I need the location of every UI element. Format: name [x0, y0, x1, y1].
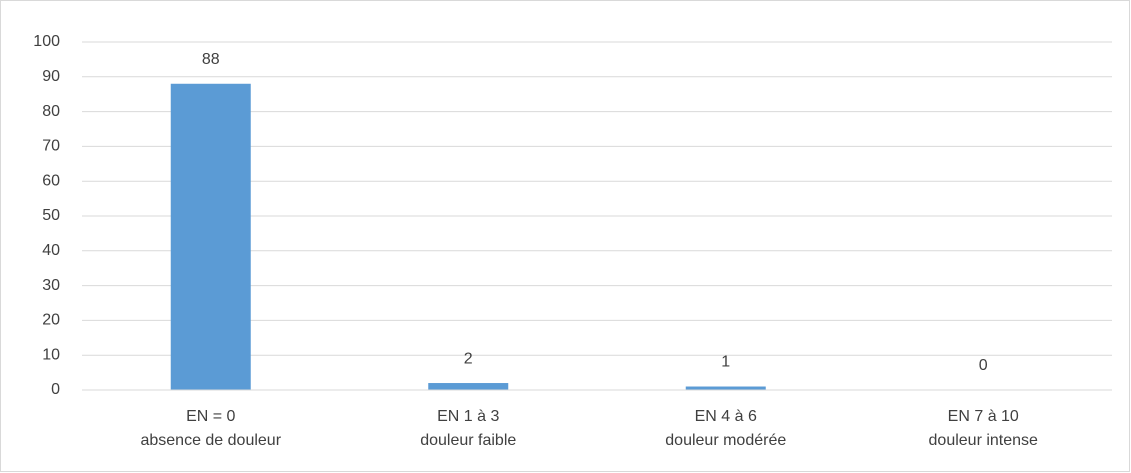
x-tick-label: EN 1 à 3	[437, 408, 499, 425]
y-tick-label: 30	[42, 277, 60, 294]
bar	[428, 383, 509, 390]
y-tick-label: 90	[42, 68, 60, 85]
x-tick-label: absence de douleur	[140, 432, 281, 449]
y-tick-label: 100	[33, 33, 60, 50]
y-tick-label: 20	[42, 312, 60, 329]
x-tick-label: EN 7 à 10	[948, 408, 1019, 425]
y-tick-label: 10	[42, 346, 60, 363]
bar	[685, 386, 766, 390]
x-tick-label: douleur faible	[420, 432, 516, 449]
data-label: 0	[979, 357, 988, 374]
x-tick-label: douleur modérée	[665, 432, 786, 449]
data-label: 1	[721, 354, 730, 371]
y-tick-label: 40	[42, 242, 60, 259]
data-label: 2	[464, 350, 473, 367]
y-tick-label: 70	[42, 138, 60, 155]
x-tick-label: douleur intense	[929, 432, 1039, 449]
data-label: 88	[202, 51, 220, 68]
x-tick-label: EN 4 à 6	[695, 408, 757, 425]
x-tick-label: EN = 0	[186, 408, 235, 425]
y-tick-label: 60	[42, 172, 60, 189]
y-tick-label: 50	[42, 207, 60, 224]
bar	[170, 83, 251, 390]
y-tick-label: 80	[42, 103, 60, 120]
y-tick-label: 0	[51, 381, 60, 398]
